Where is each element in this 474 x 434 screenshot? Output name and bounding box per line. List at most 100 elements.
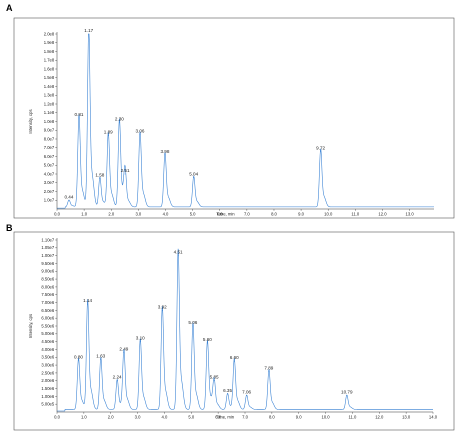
y-tick-label: 8.0e7	[44, 136, 55, 141]
y-tick-label: 6.50e6	[41, 308, 54, 313]
peak-apex	[164, 154, 166, 156]
peak-label: 2.51	[121, 168, 130, 173]
peak-label: 9.72	[316, 145, 325, 150]
y-axis-title: Intensity, cps	[28, 314, 33, 338]
x-tick-label: 5.0	[190, 212, 196, 217]
peak-apex	[116, 380, 118, 382]
peak-label: 0.81	[74, 112, 83, 117]
y-tick-label: 1.7e8	[44, 58, 55, 63]
x-tick-label: 0.0	[54, 212, 60, 217]
y-tick-label: 2.0e8	[44, 31, 55, 36]
x-tick-label: 3.0	[135, 415, 141, 420]
x-tick-label: 2.0	[108, 415, 114, 420]
y-tick-label: 4.50e6	[41, 339, 54, 344]
x-tick-label: 1.0	[81, 415, 87, 420]
panel-frame	[13, 231, 455, 431]
x-tick-label: 10.0	[324, 212, 333, 217]
peak-apex	[99, 178, 101, 179]
peak-apex	[78, 117, 80, 119]
y-tick-label: 1.10e7	[41, 237, 54, 242]
peak-label: 3.98	[160, 149, 169, 154]
peak-apex	[207, 342, 208, 344]
y-tick-label: 8.50e6	[41, 276, 54, 281]
peak-apex	[233, 360, 235, 362]
y-tick-label: 3.00e6	[41, 362, 54, 367]
peak-apex	[139, 134, 141, 135]
peak-label: 2.49	[119, 347, 128, 352]
x-tick-label: 3.0	[135, 212, 141, 217]
x-tick-label: 11.0	[349, 415, 358, 420]
y-tick-label: 1.3e8	[44, 93, 55, 98]
x-tick-label: 13.0	[406, 212, 415, 217]
x-tick-label: 5.0	[188, 415, 194, 420]
peak-label: 1.63	[96, 354, 105, 359]
y-tick-label: 7.50e6	[41, 292, 54, 297]
peak-label: 1.58	[95, 172, 104, 177]
chromatogram-panel-b: B 0.0 1.0 2.0 3.0 4.0 5.0 6.0 7.0 8.0 9.0 10.0 11.0…	[6, 223, 455, 431]
peak-label: 2.30	[115, 116, 124, 121]
peak-apex	[192, 325, 194, 327]
y-tick-label: 3.50e6	[41, 355, 54, 360]
peak-apex	[123, 352, 125, 353]
x-axis-title: Time, min	[216, 415, 235, 420]
x-tick-label: 4.0	[163, 212, 169, 217]
y-tick-label: 5.00e5	[41, 402, 54, 407]
peak-apex	[246, 395, 247, 396]
y-tick-label: 6.0e7	[44, 154, 55, 159]
x-tick-label: 14.0	[429, 415, 438, 420]
peak-label: 6.35	[223, 388, 232, 393]
peak-label: 10.79	[341, 390, 353, 395]
y-tick-label: 1.00e6	[41, 394, 54, 399]
y-tick-label: 1.9e8	[44, 40, 55, 45]
peak-label: 1.89	[104, 130, 113, 135]
y-tick-label: 6.00e6	[41, 316, 54, 321]
y-tick-label: 5.50e6	[41, 323, 54, 328]
peak-apex	[213, 380, 215, 382]
chromatogram-trace	[57, 248, 433, 412]
y-tick-label: 1.8e8	[44, 49, 55, 54]
y-tick-label: 1.00e7	[41, 253, 54, 258]
y-tick-label: 2.0e7	[44, 189, 55, 194]
x-tick-label: 12.0	[375, 415, 384, 420]
y-tick-label: 7.00e6	[41, 300, 54, 305]
peak-apex	[124, 173, 126, 175]
peak-label: 3.92	[158, 304, 167, 309]
peak-label: 7.06	[242, 390, 251, 395]
peak-label: 1.17	[84, 28, 93, 33]
peak-label: 3.10	[136, 336, 145, 341]
y-tick-label: 9.50e6	[41, 261, 54, 266]
x-tick-label: 7.0	[242, 415, 248, 420]
peak-apex	[320, 150, 321, 152]
peak-apex	[161, 310, 163, 311]
peak-label: 3.06	[136, 129, 145, 134]
x-axis-title: Time, min	[216, 212, 235, 217]
peak-label: 0.44	[64, 194, 73, 199]
y-tick-label: 1.5e8	[44, 75, 55, 80]
x-tick-label: 1.0	[81, 212, 87, 217]
x-tick-label: 8.0	[269, 415, 275, 420]
peak-apex	[177, 255, 179, 256]
y-tick-label: 4.0e7	[44, 171, 55, 176]
y-tick-label: 7.0e7	[44, 145, 55, 150]
peak-apex	[87, 303, 88, 305]
peak-apex	[227, 393, 228, 395]
peak-label: 5.60	[203, 337, 212, 342]
x-tick-label: 6.0	[215, 415, 221, 420]
panel-label-b: B	[6, 223, 13, 233]
peak-apex	[193, 177, 195, 178]
peak-apex	[139, 341, 141, 342]
y-tick-label: 1.0e8	[44, 119, 55, 124]
panel-frame	[13, 17, 455, 219]
y-tick-label: 9.0e7	[44, 128, 55, 133]
x-tick-label: 8.0	[271, 212, 277, 217]
y-tick-label: 1.6e8	[44, 66, 55, 71]
y-tick-label: 2.50e6	[41, 370, 54, 375]
y-tick-label: 1.0e7	[44, 198, 55, 203]
peak-label: 5.06	[188, 320, 197, 325]
x-tick-label: 13.0	[402, 415, 411, 420]
x-tick-label: 9.0	[298, 212, 304, 217]
peak-label: 2.24	[113, 375, 122, 380]
peak-apex	[268, 370, 270, 372]
y-tick-label: 5.0e7	[44, 163, 55, 168]
x-tick-label: 7.0	[244, 212, 250, 217]
